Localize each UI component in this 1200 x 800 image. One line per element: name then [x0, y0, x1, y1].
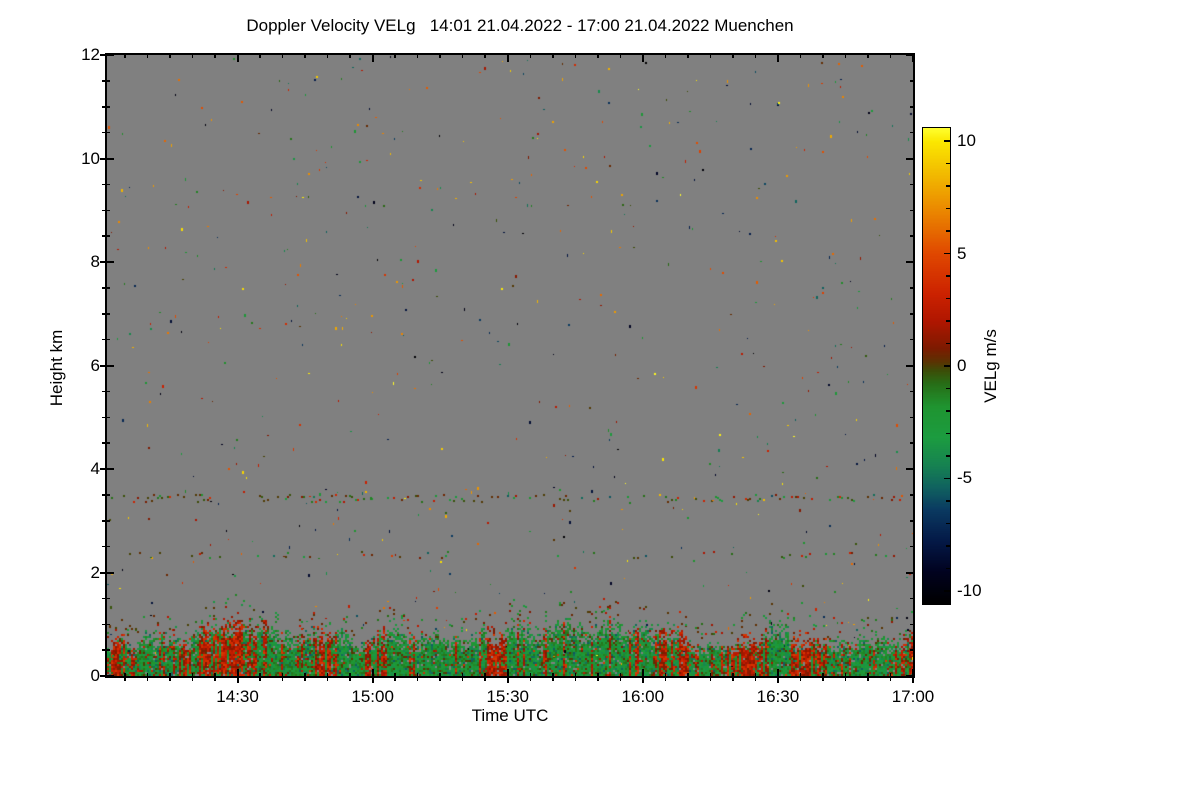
x-tick-label: 15:00 — [351, 687, 394, 706]
x-tick — [326, 678, 329, 681]
x-tick — [394, 678, 396, 681]
x-tick — [799, 678, 802, 681]
plot-area — [105, 53, 915, 678]
heatmap-canvas — [107, 55, 913, 676]
y-tick — [100, 675, 105, 677]
x-tick — [732, 678, 734, 681]
y-tick — [102, 520, 105, 522]
x-tick — [687, 678, 689, 681]
colorbar-tick-label: -10 — [957, 580, 982, 600]
x-tick — [776, 678, 779, 683]
x-tick — [349, 678, 351, 681]
colorbar-title: VELg m/s — [981, 329, 1000, 403]
x-tick — [844, 678, 847, 681]
y-tick-label: 6 — [90, 355, 100, 375]
y-tick — [102, 183, 105, 186]
y-tick — [100, 364, 105, 367]
x-tick — [529, 678, 531, 681]
y-tick — [102, 287, 105, 289]
y-tick-label: 10 — [81, 148, 100, 168]
colorbar-tick-label: 0 — [957, 356, 967, 375]
y-tick — [102, 442, 105, 444]
y-tick-label: 8 — [90, 252, 100, 271]
y-tick — [100, 261, 105, 263]
colorbar-tick-label: 10 — [957, 131, 976, 151]
x-tick — [709, 678, 712, 681]
x-tick — [214, 678, 216, 681]
colorbar-gradient-canvas — [923, 128, 950, 604]
y-tick — [102, 623, 105, 625]
x-tick — [304, 678, 306, 681]
colorbar-tick-label: 5 — [957, 243, 967, 263]
y-tick — [100, 54, 105, 56]
y-tick — [100, 571, 105, 574]
x-tick — [506, 678, 509, 683]
colorbar-tick-label: -5 — [957, 468, 973, 488]
x-tick — [236, 678, 239, 683]
x-tick-label: 14:30 — [216, 687, 259, 706]
y-tick — [102, 106, 105, 108]
x-tick — [124, 678, 126, 681]
y-tick — [102, 80, 105, 82]
y-tick — [100, 157, 105, 160]
x-tick-label: 17:00 — [891, 687, 935, 706]
x-tick — [191, 678, 194, 681]
y-tick — [100, 468, 105, 470]
x-tick — [889, 678, 892, 681]
x-tick — [664, 678, 667, 681]
colorbar — [922, 127, 951, 605]
x-axis-title: Time UTC — [471, 706, 549, 725]
y-tick-label: 4 — [90, 459, 100, 478]
y-tick — [102, 545, 105, 548]
x-tick — [281, 678, 284, 681]
x-tick — [867, 678, 869, 681]
y-tick-label: 0 — [90, 666, 100, 685]
x-tick — [552, 678, 554, 681]
y-tick — [102, 390, 105, 393]
y-tick-label: 12 — [81, 45, 100, 64]
x-tick — [484, 678, 486, 681]
x-tick-label: 16:30 — [756, 687, 800, 706]
y-tick — [102, 131, 105, 134]
x-tick — [597, 678, 599, 681]
x-tick-label: 16:00 — [621, 687, 665, 706]
x-tick — [822, 678, 824, 681]
x-tick — [259, 678, 261, 681]
y-tick — [102, 338, 105, 341]
x-tick — [754, 678, 757, 681]
x-tick — [461, 678, 464, 681]
chart-title: Doppler Velocity VELg 14:01 21.04.2022 -… — [246, 16, 794, 35]
x-tick — [912, 678, 914, 683]
y-tick — [102, 597, 105, 600]
y-tick — [102, 649, 105, 651]
x-tick — [416, 678, 419, 681]
x-tick — [619, 678, 622, 681]
x-tick — [439, 678, 441, 681]
y-tick — [102, 235, 105, 237]
y-tick — [102, 209, 105, 211]
y-tick-label: 2 — [90, 562, 100, 582]
x-tick — [641, 678, 644, 683]
y-tick — [102, 416, 105, 418]
y-tick — [102, 494, 105, 496]
x-tick-label: 15:30 — [486, 687, 529, 706]
x-tick — [169, 678, 171, 681]
x-tick — [574, 678, 577, 681]
y-tick — [102, 313, 105, 315]
x-tick — [146, 678, 149, 681]
x-tick — [371, 678, 374, 683]
y-axis-title: Height km — [47, 329, 66, 407]
